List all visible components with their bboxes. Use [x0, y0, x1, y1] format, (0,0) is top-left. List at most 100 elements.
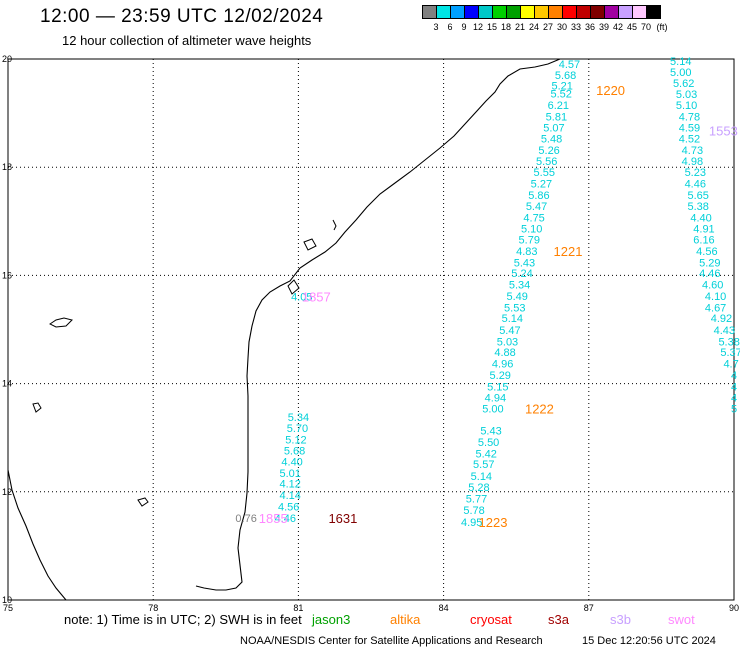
legend-item-altika: altika [390, 612, 421, 627]
pass-time-label: 1857 [302, 289, 331, 304]
wave-height-value: 4 [731, 381, 737, 393]
wave-height-value: 5.26 [538, 145, 559, 157]
wave-height-value: 5.03 [497, 336, 518, 348]
wave-height-value: 5.15 [487, 381, 508, 393]
color-scale-label: 12 [472, 22, 484, 32]
wave-height-value: 4.14 [279, 490, 300, 502]
pass-time-label: 1222 [525, 401, 554, 416]
color-scale-label: 15 [486, 22, 498, 32]
wave-height-value: 0.76 [235, 513, 256, 525]
wave-height-value: 4.43 [714, 325, 735, 337]
pass-time-label: 1553 [709, 123, 738, 138]
plot-frame [7, 58, 735, 601]
wave-height-value: 5.27 [531, 178, 552, 190]
pass-time-label: 1631 [328, 511, 357, 526]
x-tick-label: 90 [729, 603, 739, 613]
delta-feature [287, 279, 300, 295]
wave-height-value: 4.7 [723, 359, 738, 371]
x-tick-label: 81 [293, 603, 303, 613]
color-scale-unit: (ft) [656, 22, 668, 32]
wave-height-value: 5.70 [287, 423, 308, 435]
wave-height-value: 5.21 [551, 81, 572, 93]
color-scale [422, 5, 661, 19]
color-scale-label: 36 [584, 22, 596, 32]
lake-feature [303, 238, 317, 251]
color-scale-label: 3 [433, 22, 439, 32]
pass-time-label: 1221 [554, 244, 583, 259]
wave-height-value: 4.46 [685, 178, 706, 190]
map-grid [7, 58, 735, 601]
wave-height-value: 6.21 [548, 100, 569, 112]
inlet-feature [332, 219, 337, 231]
wave-height-value: 5.47 [499, 325, 520, 337]
island-3 [137, 497, 149, 507]
wave-height-value: 4.52 [679, 134, 700, 146]
wave-height-value: 5.29 [490, 370, 511, 382]
wave-height-value: 4.56 [696, 246, 717, 258]
color-scale-label: 21 [514, 22, 526, 32]
y-tick-label: 12 [2, 487, 12, 497]
wave-height-value: 5.01 [279, 468, 300, 480]
wave-height-value: 4.78 [679, 111, 700, 123]
island-1 [49, 317, 73, 328]
wave-height-value: 5.34 [288, 412, 309, 424]
wave-height-value: 5.10 [521, 223, 542, 235]
wave-height-value: 4.67 [705, 302, 726, 314]
wave-height-value: 5.65 [687, 190, 708, 202]
wave-height-value: 5.49 [506, 291, 527, 303]
wave-height-value: 4.83 [516, 246, 537, 258]
color-scale-label: 18 [500, 22, 512, 32]
color-scale-label: 70 [640, 22, 652, 32]
wave-height-value: 4 [731, 370, 737, 382]
wave-height-value: 5.56 [536, 156, 557, 168]
color-swatch [646, 5, 661, 19]
map-subtitle: 12 hour collection of altimeter wave hei… [62, 33, 312, 48]
wave-height-value: 5.55 [534, 167, 555, 179]
wave-height-value: 5.77 [466, 493, 487, 505]
wave-height-value: 5.43 [514, 257, 535, 269]
wave-height-value: 5.42 [475, 448, 496, 460]
color-scale-label: 45 [626, 22, 638, 32]
color-scale-labels: 3 6 9 12 15 18 21 24 27 30 33 36 39 42 45 70 (ft) [422, 22, 740, 34]
wave-height-value: 5.23 [685, 167, 706, 179]
wave-height-value: 5.37 [720, 347, 740, 359]
footer-credit: NOAA/NESDIS Center for Satellite Applica… [240, 635, 543, 647]
coastline-west [7, 469, 67, 601]
wave-height-value: 5.28 [468, 482, 489, 494]
map-title: 12:00 — 23:59 UTC 12/02/2024 [40, 6, 324, 27]
footer-timestamp: 15 Dec 12:20:56 UTC 2024 [582, 635, 716, 647]
legend-item-swot: swot [668, 612, 695, 627]
x-tick-label: 87 [584, 603, 594, 613]
wave-height-value: 5.00 [670, 67, 691, 79]
wave-height-value: 5.68 [555, 70, 576, 82]
wave-height-value: 4.98 [682, 156, 703, 168]
wave-height-value: 4.91 [693, 223, 714, 235]
wave-height-value: 5.24 [511, 268, 532, 280]
wave-height-value: 5.48 [541, 134, 562, 146]
wave-height-value: 5.07 [543, 123, 564, 135]
legend-item-s3a: s3a [548, 612, 569, 627]
x-tick-label: 75 [3, 603, 13, 613]
wave-height-value: 5.14 [502, 313, 523, 325]
pass-time-label: 1223 [479, 515, 508, 530]
wave-height-value: 4.73 [682, 145, 703, 157]
wave-height-value: 4.56 [278, 501, 299, 513]
wave-height-value: 4.40 [690, 213, 711, 225]
wave-height-value: 4.95 [461, 517, 482, 529]
wave-height-value: 5.14 [670, 56, 691, 68]
wave-height-value: 5.68 [284, 446, 305, 458]
legend-item-s3b: s3b [610, 612, 631, 627]
note-text: note: 1) Time is in UTC; 2) SWH is in fe… [64, 612, 302, 627]
wave-height-value: 4.88 [494, 347, 515, 359]
wave-height-value: 4.59 [679, 123, 700, 135]
wave-height-value: 5.38 [687, 201, 708, 213]
color-scale-label: 42 [612, 22, 624, 32]
wave-height-value: 5.50 [478, 437, 499, 449]
y-tick-label: 16 [2, 270, 12, 280]
wave-height-value: 5.10 [676, 100, 697, 112]
wave-height-value: 5.47 [526, 201, 547, 213]
wave-height-value: 5.81 [546, 111, 567, 123]
color-scale-label: 27 [542, 22, 554, 32]
wave-height-value: 5.53 [504, 302, 525, 314]
island-2 [32, 402, 42, 413]
